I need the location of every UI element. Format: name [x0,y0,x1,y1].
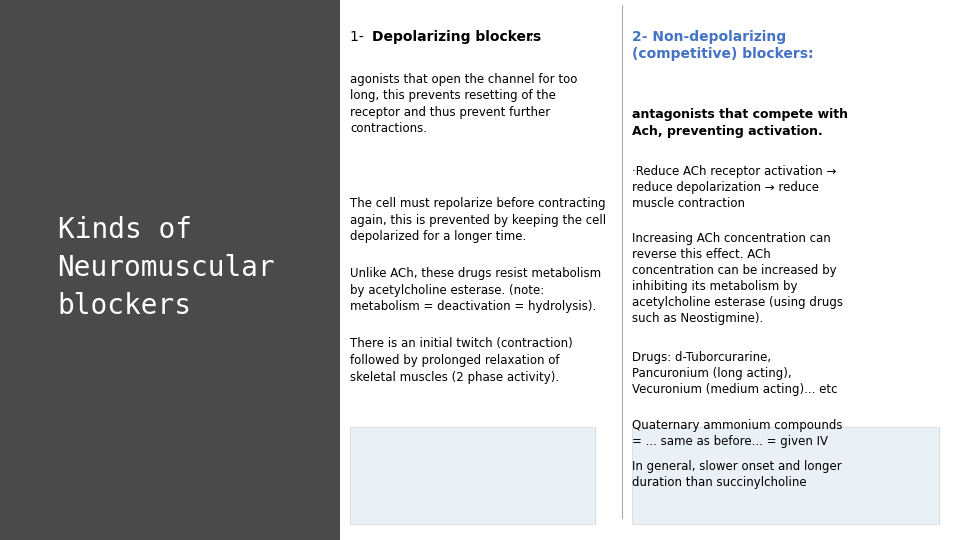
Bar [350,427,595,524]
Text: :: : [528,30,533,44]
Text: ·Reduce ACh receptor activation →
reduce depolarization → reduce
muscle contract: ·Reduce ACh receptor activation → reduce… [632,165,836,210]
Text: antagonists that compete with
Ach, preventing activation.: antagonists that compete with Ach, preve… [632,108,848,138]
Text: There is an initial twitch (contraction)
followed by prolonged relaxation of
ske: There is an initial twitch (contraction)… [350,338,573,383]
Text: The cell must repolarize before contracting
again, this is prevented by keeping : The cell must repolarize before contract… [350,197,607,243]
Text: Increasing ACh concentration can
reverse this effect. ACh
concentration can be i: Increasing ACh concentration can reverse… [632,232,843,325]
Bar [632,427,939,524]
Text: Quaternary ammonium compounds
= ... same as before... = given IV: Quaternary ammonium compounds = ... same… [632,418,842,448]
Text: Kinds of
Neuromuscular
blockers: Kinds of Neuromuscular blockers [58,216,276,320]
Text: Unlike ACh, these drugs resist metabolism
by acetylcholine esterase. (note:
meta: Unlike ACh, these drugs resist metabolis… [350,267,602,313]
Text: Depolarizing blockers: Depolarizing blockers [372,30,540,44]
Text: In general, slower onset and longer
duration than succinylcholine: In general, slower onset and longer dura… [632,460,841,489]
Text: 1-: 1- [350,30,369,44]
Text: 2- Non-depolarizing
(competitive) blockers:: 2- Non-depolarizing (competitive) blocke… [632,30,813,61]
Text: Drugs: d-Tuborcurarine,
Pancuronium (long acting),
Vecuronium (medium acting)...: Drugs: d-Tuborcurarine, Pancuronium (lon… [632,351,837,396]
Text: agonists that open the channel for too
long, this prevents resetting of the
rece: agonists that open the channel for too l… [350,73,578,136]
Bar [0,0,340,540]
